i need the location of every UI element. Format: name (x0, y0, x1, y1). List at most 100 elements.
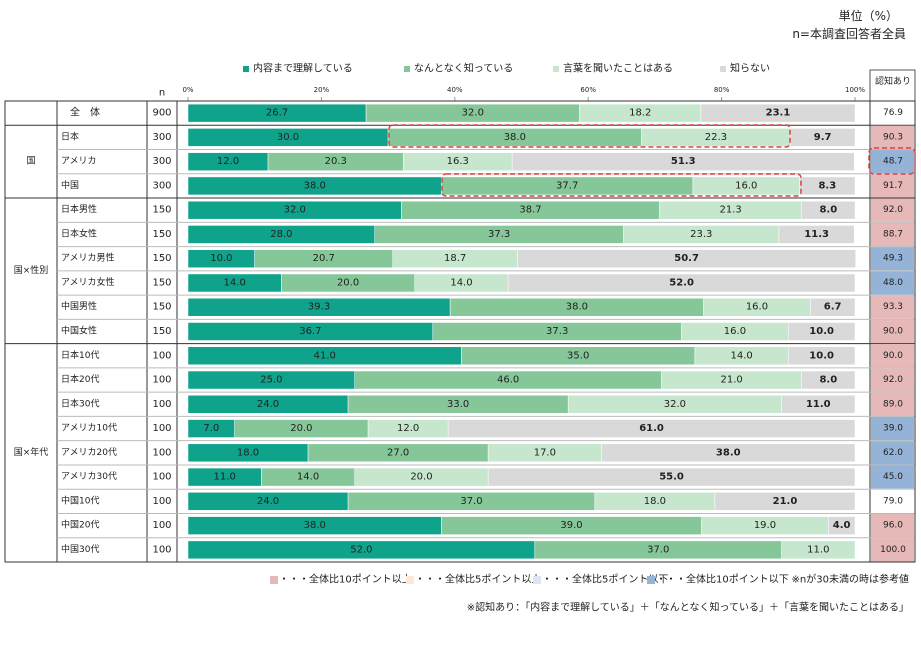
aware-value: 39.0 (883, 424, 903, 434)
value-label: 38.0 (716, 447, 741, 458)
aware-cell (871, 319, 914, 344)
value-label: 51.3 (671, 156, 696, 167)
category-label: 日本20代 (61, 373, 99, 385)
n-value: 100 (152, 399, 171, 410)
bar-segment (778, 225, 855, 244)
legend-label: 内容まで理解している (253, 62, 353, 75)
x-tick-label: 40% (447, 86, 463, 94)
bar-segment (601, 443, 856, 463)
unit: 単位（%） (839, 8, 898, 23)
category-label: アメリカ30代 (61, 471, 117, 482)
bar-segment (790, 128, 856, 147)
value-label: 39.3 (308, 302, 330, 313)
value-label: 11.0 (806, 399, 831, 410)
category-label: 中国20代 (61, 519, 99, 531)
value-label: 12.0 (397, 423, 419, 434)
bar-segment (810, 297, 856, 317)
value-label: 26.7 (266, 108, 288, 119)
bar-segment (781, 395, 856, 414)
aware-value: 48.7 (883, 157, 903, 167)
value-label: 19.0 (754, 520, 776, 531)
value-label: 37.3 (546, 326, 568, 337)
value-label: 20.0 (290, 423, 312, 434)
value-label: 21.0 (773, 496, 798, 507)
emphasis-box (868, 147, 916, 175)
value-label: 38.0 (566, 302, 588, 313)
emphasis-box (441, 173, 802, 197)
value-label: 32.0 (284, 205, 306, 216)
aware-value: 49.3 (883, 254, 903, 264)
aware-cell (871, 368, 914, 392)
aware-value: 96.0 (883, 521, 903, 531)
aware-value: 88.7 (883, 229, 903, 239)
n-value: 100 (152, 350, 171, 361)
aware-value: 92.0 (883, 205, 903, 215)
value-label: 20.0 (410, 472, 432, 483)
category-label: アメリカ20代 (61, 447, 117, 458)
aware-cell (871, 101, 914, 125)
key-label: ・・・全体比5ポイント以下 (542, 573, 668, 586)
group-label: 国×性別 (14, 264, 49, 276)
category-label: 日本30代 (61, 397, 99, 409)
aware-value: 48.0 (883, 278, 903, 288)
value-label: 37.0 (460, 496, 482, 507)
value-label: 35.0 (567, 350, 589, 361)
key-swatch (647, 576, 655, 584)
category-label: 日本10代 (61, 349, 99, 361)
category-label: 中国 (61, 179, 79, 191)
x-tick-label: 60% (580, 86, 596, 94)
value-label: 32.0 (664, 399, 686, 410)
n-value: 100 (152, 447, 171, 458)
aware-value: 100.0 (880, 545, 906, 555)
value-label: 61.0 (639, 423, 664, 434)
value-label: 24.0 (257, 399, 279, 410)
category-label: 中国10代 (61, 494, 99, 506)
value-label: 17.0 (534, 447, 556, 458)
key-label: ・・・全体比10ポイント以下 (656, 573, 789, 586)
n-value: 150 (152, 277, 171, 288)
key-label: ・・・全体比10ポイント以上 (279, 573, 412, 586)
bar-segment (799, 176, 856, 196)
n-value: 300 (152, 180, 171, 191)
value-label: 18.0 (644, 496, 666, 507)
base-note: n=本調査回答者全員 (792, 26, 906, 41)
value-label: 8.3 (818, 180, 836, 191)
legend-swatch (404, 66, 410, 72)
value-label: 22.3 (705, 132, 727, 143)
aware-cell (871, 174, 914, 198)
value-label: 37.0 (647, 544, 669, 555)
aware-value: 62.0 (883, 448, 903, 458)
value-label: 23.3 (690, 229, 712, 240)
n-value: 300 (152, 156, 171, 167)
value-label: 37.7 (556, 180, 578, 191)
value-label: 10.0 (809, 350, 834, 361)
value-label: 52.0 (350, 544, 372, 555)
value-label: 38.7 (519, 205, 541, 216)
category-label: 中国女性 (61, 325, 97, 337)
value-label: 18.0 (237, 447, 259, 458)
key-swatch (406, 576, 414, 584)
value-label: 46.0 (497, 375, 519, 386)
aware-value: 93.3 (883, 302, 903, 312)
value-label: 14.0 (297, 472, 319, 483)
category-label: 日本 (61, 130, 79, 142)
value-label: 55.0 (659, 472, 684, 483)
n-value: 100 (152, 375, 171, 386)
aware-cell (871, 222, 914, 247)
aware-value: 90.0 (883, 327, 903, 337)
aware-cell (871, 489, 914, 513)
value-label: 6.7 (824, 302, 842, 313)
value-label: 36.7 (299, 326, 321, 337)
n-header: n (159, 88, 165, 99)
bar-segment (781, 540, 856, 560)
value-label: 28.0 (270, 229, 292, 240)
value-label: 38.0 (304, 520, 326, 531)
aware-cell (871, 247, 914, 271)
bar-segment (487, 467, 856, 487)
value-label: 32.0 (462, 108, 484, 119)
value-label: 52.0 (669, 277, 694, 288)
category-label: アメリカ10代 (61, 423, 117, 434)
value-label: 33.0 (447, 399, 469, 410)
n-value: 900 (152, 108, 171, 119)
value-label: 9.7 (814, 132, 832, 143)
